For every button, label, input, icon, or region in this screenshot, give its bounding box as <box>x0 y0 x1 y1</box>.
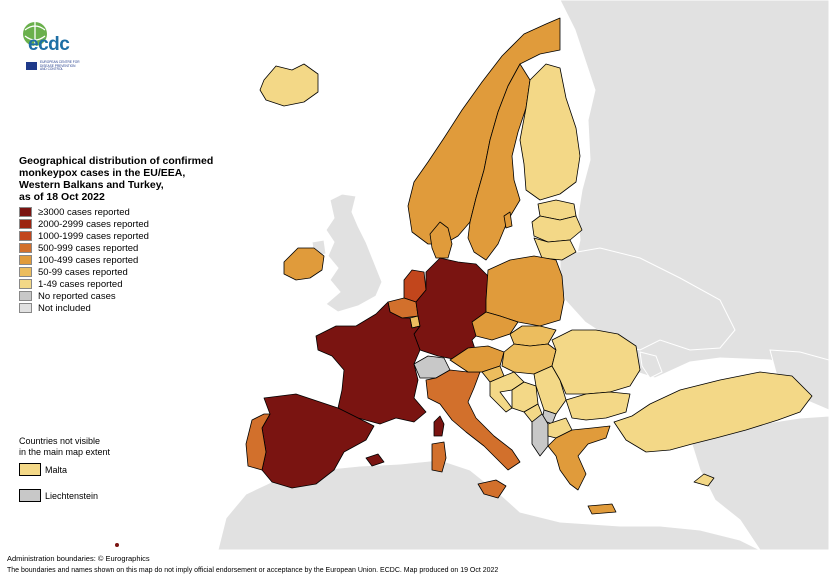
island-crete <box>587 503 617 515</box>
ecdc-logo: ecdc EUROPEAN CENTRE FOR DISEASE PREVENT… <box>14 16 84 72</box>
ecdc-logo-text: ecdc <box>28 34 70 55</box>
legend-label: 100-499 cases reported <box>38 254 139 266</box>
legend-item: No reported cases <box>19 290 149 302</box>
country-sweden <box>467 63 531 261</box>
island-gotland <box>503 211 513 229</box>
map-area <box>115 0 829 550</box>
legend-item: 1000-1999 cases reported <box>19 230 149 242</box>
country-croatia <box>489 371 525 413</box>
legend-title: Geographical distribution of confirmed m… <box>19 155 249 203</box>
legend-item: 1-49 cases reported <box>19 278 149 290</box>
legend-label: 1-49 cases reported <box>38 278 123 290</box>
footer-disclaimer: The boundaries and names shown on this m… <box>7 567 499 574</box>
country-czechia <box>471 311 519 341</box>
legend-title-line: Geographical distribution of confirmed <box>19 155 214 167</box>
legend-swatch <box>19 303 32 313</box>
legend-swatch <box>19 279 32 289</box>
island-balearic <box>365 453 385 467</box>
madeira-marker <box>115 543 119 547</box>
ecdc-logo-mark <box>23 22 47 70</box>
ecdc-caption: EUROPEAN CENTRE FOR DISEASE PREVENTION A… <box>40 60 80 72</box>
country-ireland <box>283 247 325 281</box>
legend-title-line: monkeypox cases in the EU/EEA, <box>19 167 186 179</box>
liechtenstein-swatch <box>19 489 41 502</box>
legend-item: 2000-2999 cases reported <box>19 218 149 230</box>
legend-title-line: as of 18 Oct 2022 <box>19 191 105 203</box>
island-sardinia <box>431 441 447 473</box>
malta-label: Malta <box>45 464 68 475</box>
legend-swatch <box>19 243 32 253</box>
not-visible-title-line: Countries not visible <box>19 436 101 446</box>
belarus-ukraine-region <box>559 247 736 351</box>
country-denmark <box>429 221 453 259</box>
legend-malta: Malta <box>19 463 67 476</box>
country-austria <box>449 345 505 373</box>
country-finland <box>519 63 581 201</box>
countries-layer <box>245 17 813 515</box>
legend-label: 50-99 cases reported <box>38 266 128 278</box>
not-included-land <box>217 0 829 550</box>
legend-swatch <box>19 207 32 217</box>
legend-swatch <box>19 231 32 241</box>
legend-item: Not included <box>19 302 149 314</box>
country-albania <box>531 413 549 457</box>
moldova <box>639 351 663 379</box>
legend-item: 500-999 cases reported <box>19 242 149 254</box>
legend-item: 100-499 cases reported <box>19 254 149 266</box>
country-cyprus <box>693 473 715 487</box>
country-germany <box>413 257 489 361</box>
legend-swatch <box>19 267 32 277</box>
country-greece <box>547 425 611 491</box>
not-visible-title: Countries not visible in the main map ex… <box>19 436 169 458</box>
country-iceland <box>259 63 319 107</box>
legend-label: 500-999 cases reported <box>38 242 139 254</box>
legend-item: ≥3000 cases reported <box>19 206 149 218</box>
legend-item: 50-99 cases reported <box>19 266 149 278</box>
uk-mainland <box>325 193 383 313</box>
not-visible-title-line: in the main map extent <box>19 447 111 457</box>
legend-label: No reported cases <box>38 290 116 302</box>
legend-swatch <box>19 219 32 229</box>
liechtenstein-label: Liechtenstein <box>45 490 99 501</box>
country-turkey <box>613 371 813 453</box>
country-slovakia <box>509 325 557 347</box>
eu-flag-icon <box>26 62 37 70</box>
legend-title-line: Western Balkans and Turkey, <box>19 179 164 191</box>
country-portugal <box>245 413 271 471</box>
ecdc-caption-line: AND CONTROL <box>40 67 64 72</box>
legend-label: 2000-2999 cases reported <box>38 218 149 230</box>
malta-swatch <box>19 463 41 476</box>
legend: ≥3000 cases reported 2000-2999 cases repo… <box>19 206 149 314</box>
island-sicily <box>477 479 507 499</box>
country-latvia <box>531 215 583 243</box>
legend-label: Not included <box>38 302 91 314</box>
ecdc-caption-line: DISEASE PREVENTION <box>40 63 76 68</box>
legend-swatch <box>19 255 32 265</box>
legend-label: ≥3000 cases reported <box>38 206 130 218</box>
legend-liechtenstein: Liechtenstein <box>19 489 98 502</box>
ecdc-caption-line: EUROPEAN CENTRE FOR <box>40 60 80 64</box>
country-norway <box>407 17 561 245</box>
country-france <box>315 301 427 425</box>
footer-admin: Administration boundaries: © Eurographic… <box>7 554 150 563</box>
island-corsica <box>433 415 445 437</box>
europe-map <box>115 0 829 550</box>
country-bulgaria <box>565 391 631 421</box>
legend-swatch <box>19 291 32 301</box>
country-romania <box>551 329 641 395</box>
legend-label: 1000-1999 cases reported <box>38 230 149 242</box>
